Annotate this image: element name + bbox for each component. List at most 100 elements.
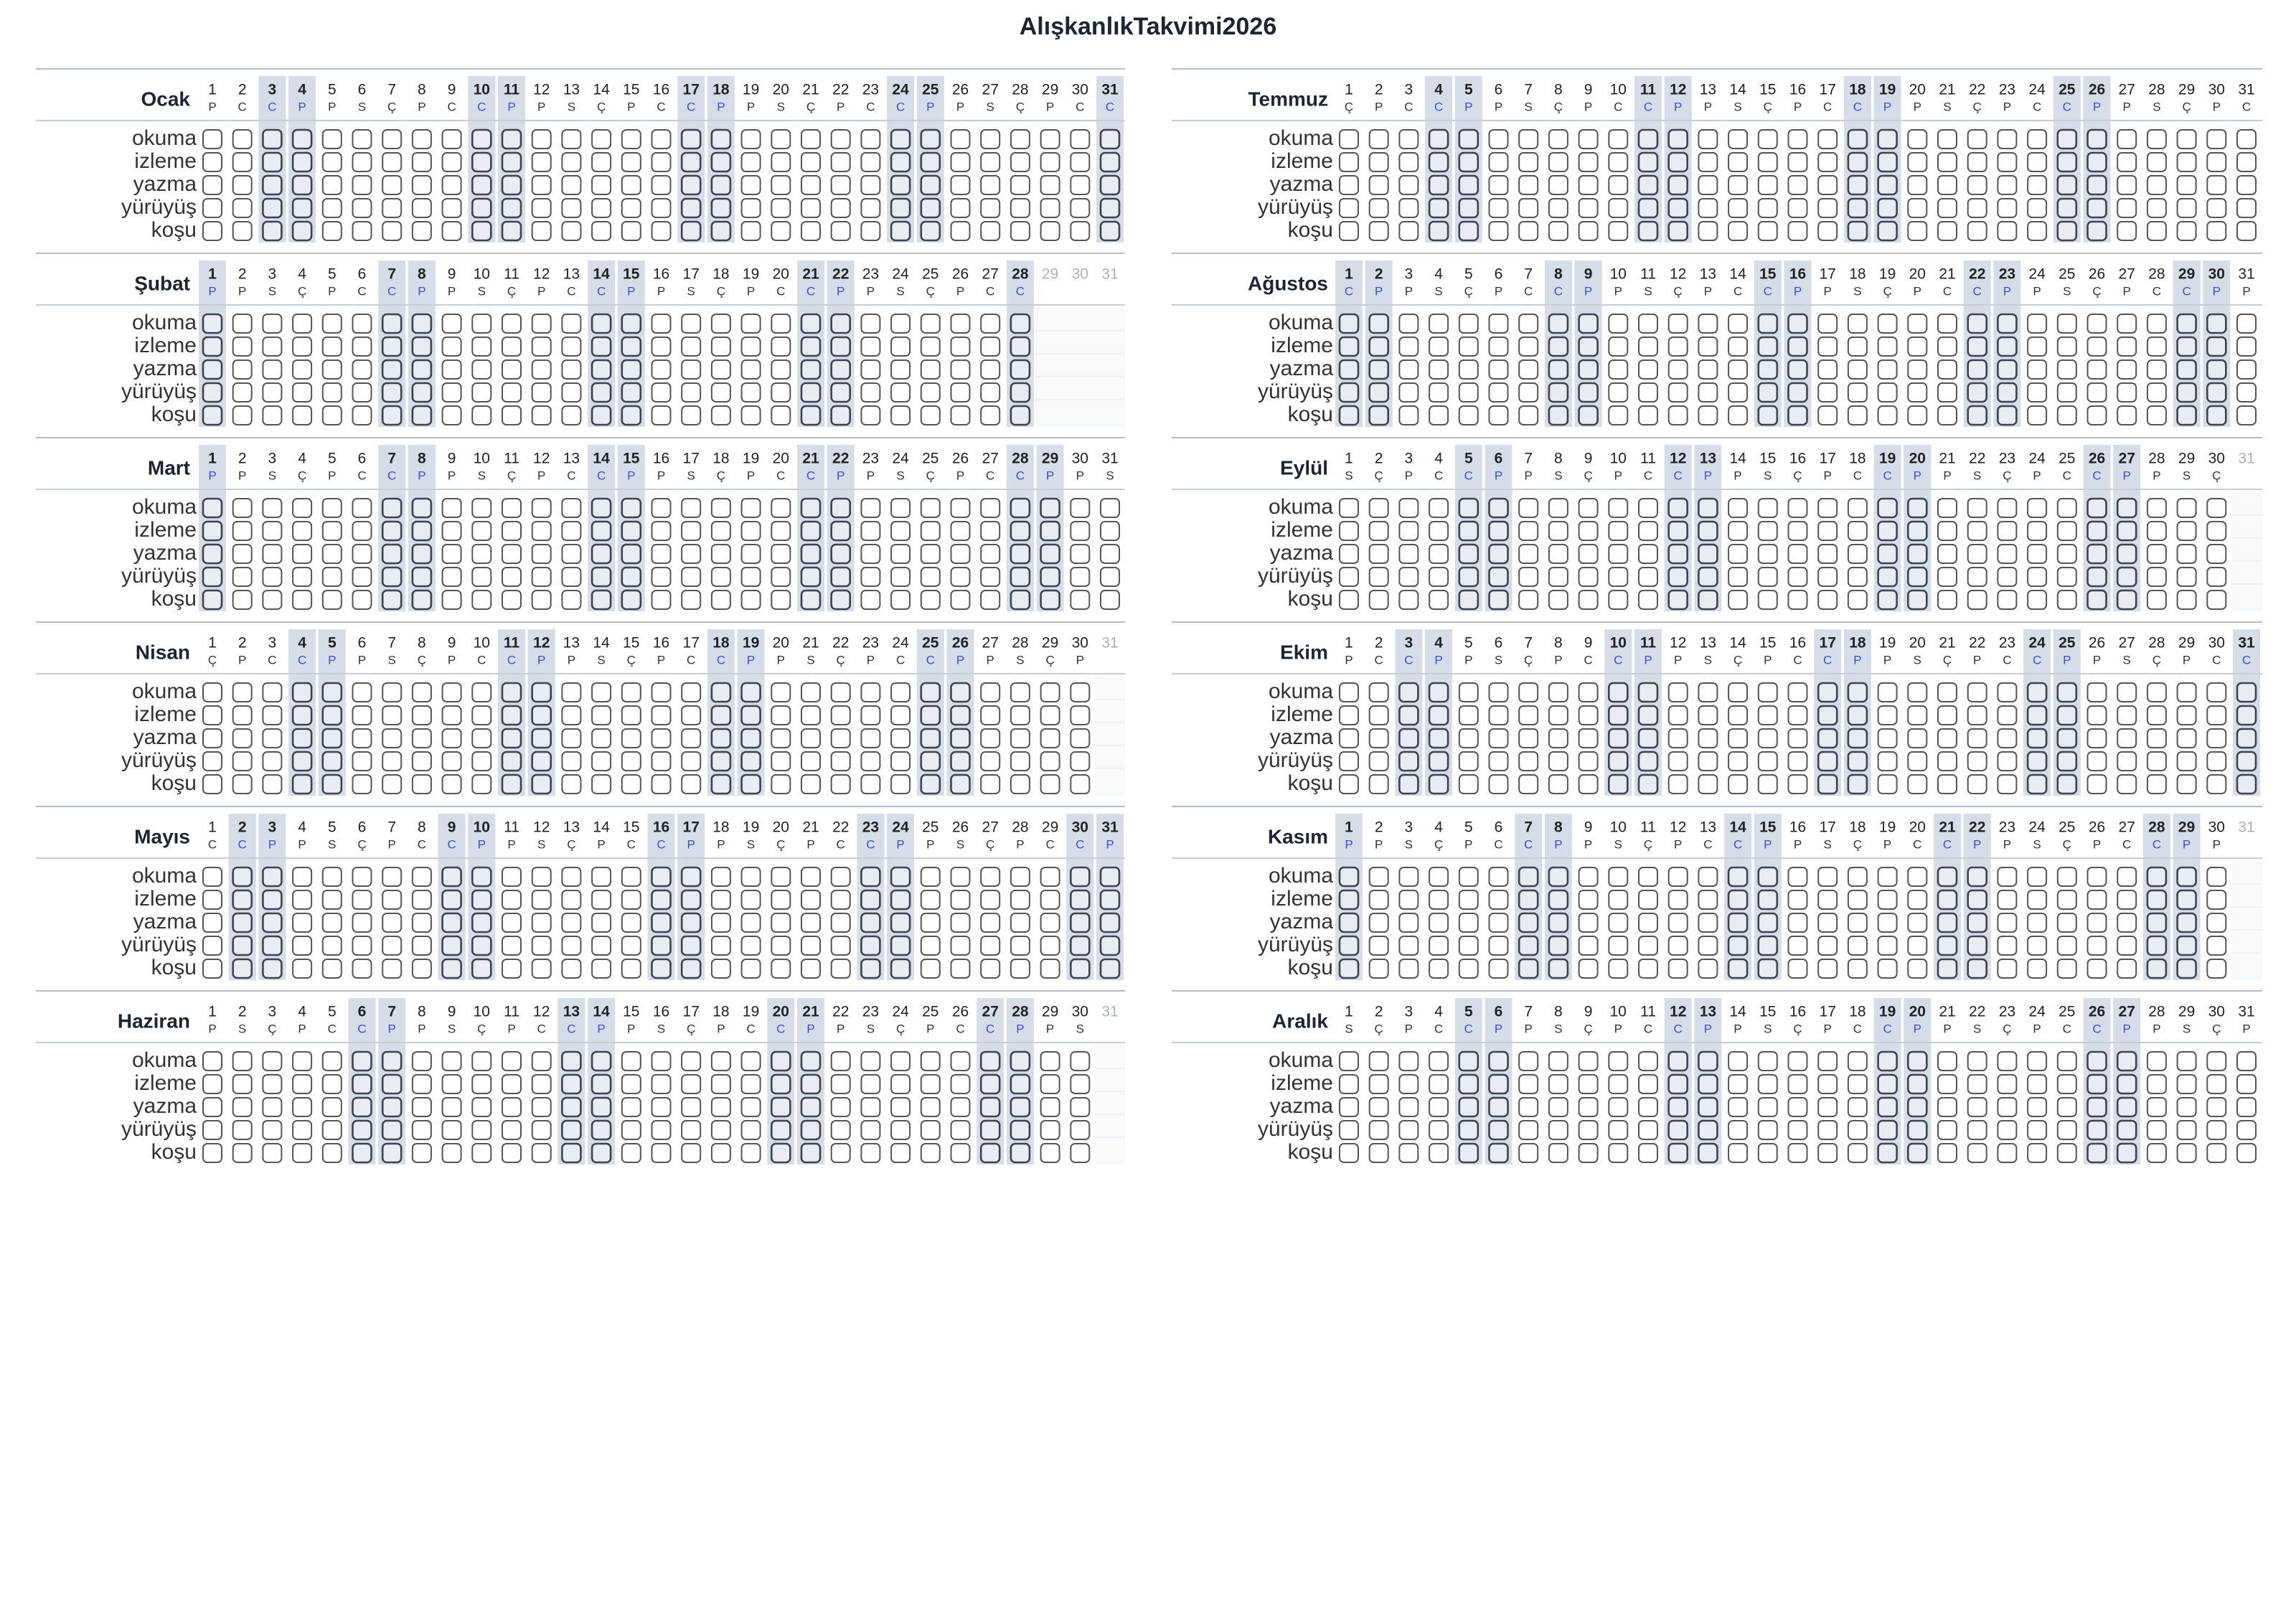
checkbox	[801, 751, 821, 771]
checkbox	[502, 959, 522, 979]
checkbox	[352, 544, 372, 564]
checkbox	[1757, 221, 1778, 241]
checkbox	[1997, 521, 2018, 541]
checkbox	[890, 197, 911, 219]
weekday-letter: P	[1674, 100, 1682, 113]
checkbox	[2116, 1073, 2137, 1095]
checkbox	[202, 129, 222, 149]
checkbox	[801, 129, 821, 149]
day-number: 22	[832, 819, 849, 836]
day-number: 16	[653, 266, 669, 283]
day-number: 10	[474, 82, 490, 98]
checkbox	[1488, 543, 1509, 565]
checkbox	[2086, 1050, 2107, 1072]
checkbox	[980, 544, 1001, 564]
checkbox	[1548, 359, 1569, 380]
checkbox	[561, 521, 582, 541]
checkbox	[471, 405, 492, 425]
checkbox	[1787, 682, 1808, 702]
checkbox	[2236, 1051, 2257, 1071]
checkbox	[1608, 314, 1629, 334]
day-number: 26	[2089, 1004, 2105, 1020]
checkbox	[262, 314, 283, 334]
checkbox	[950, 221, 971, 241]
checkbox	[352, 1050, 372, 1072]
checkbox	[740, 567, 761, 587]
checkbox	[1429, 890, 1449, 910]
checkbox	[1907, 589, 1928, 611]
checkbox	[680, 912, 702, 933]
checkbox	[292, 959, 313, 979]
checkbox	[1429, 382, 1449, 403]
checkbox	[801, 913, 821, 933]
checkbox	[1070, 590, 1091, 610]
weekday-letter: P	[1824, 1022, 1832, 1035]
checkbox	[591, 152, 612, 172]
weekday-letter: P	[1914, 1022, 1921, 1035]
checkbox	[890, 774, 911, 794]
day-number: 30	[1072, 819, 1088, 836]
checkbox	[352, 1119, 372, 1141]
day-number: 13	[1700, 451, 1716, 467]
checkbox	[1757, 1074, 1778, 1094]
day-number: 22	[1969, 451, 1985, 467]
habit-label: yürüyüş	[121, 748, 197, 772]
checkbox	[1488, 175, 1509, 195]
checkbox	[1488, 728, 1509, 748]
checkbox	[321, 913, 342, 933]
checkbox	[771, 175, 791, 195]
weekday-letter: P	[418, 469, 425, 482]
day-number: 22	[1969, 635, 1985, 651]
checkbox	[1817, 728, 1838, 749]
checkbox	[1398, 728, 1419, 749]
checkbox	[2236, 382, 2257, 403]
weekday-letter: P	[747, 284, 755, 298]
checkbox	[801, 936, 821, 956]
weekday-letter: C	[1943, 837, 1952, 851]
checkbox	[1907, 682, 1928, 702]
checkbox	[740, 337, 761, 357]
day-number: 7	[1524, 451, 1533, 467]
day-number: 8	[1554, 635, 1563, 651]
weekday-letter: C	[926, 653, 935, 667]
checkbox	[2086, 174, 2107, 196]
day-number: 1	[208, 451, 217, 467]
checkbox	[800, 1142, 822, 1164]
checkbox	[1937, 359, 1957, 380]
checkbox	[680, 958, 702, 979]
checkbox	[2117, 405, 2137, 425]
checkbox	[1787, 198, 1808, 218]
weekday-letter: C	[687, 653, 695, 667]
checkbox	[292, 359, 313, 380]
checkbox	[1817, 705, 1838, 726]
weekday-letter: C	[1464, 469, 1473, 482]
checkbox	[471, 1051, 492, 1071]
checkbox	[1548, 912, 1569, 933]
checkbox	[890, 314, 911, 334]
checkbox	[1847, 728, 1868, 749]
checkbox	[1040, 867, 1060, 887]
month-name: Haziran	[118, 1010, 190, 1032]
checkbox	[920, 567, 941, 587]
weekday-letter: P	[388, 837, 396, 851]
checkbox	[321, 498, 342, 518]
checkbox	[651, 590, 672, 610]
checkbox	[1847, 590, 1868, 610]
checkbox	[890, 151, 911, 173]
checkbox	[651, 198, 672, 218]
checkbox	[651, 498, 672, 518]
checkbox	[1997, 590, 2018, 610]
weekday-letter: S	[2033, 837, 2041, 851]
checkbox	[1518, 405, 1539, 425]
weekday-letter: S	[1853, 284, 1861, 298]
checkbox	[1099, 128, 1121, 150]
weekday-letter: C	[896, 100, 905, 113]
day-number: 18	[1849, 451, 1866, 467]
checkbox	[1070, 521, 1091, 541]
checkbox	[680, 174, 702, 196]
checkbox	[1488, 405, 1509, 425]
checkbox	[1070, 1051, 1091, 1071]
day-number: 24	[892, 451, 909, 467]
checkbox	[1817, 152, 1838, 172]
checkbox	[710, 890, 731, 910]
